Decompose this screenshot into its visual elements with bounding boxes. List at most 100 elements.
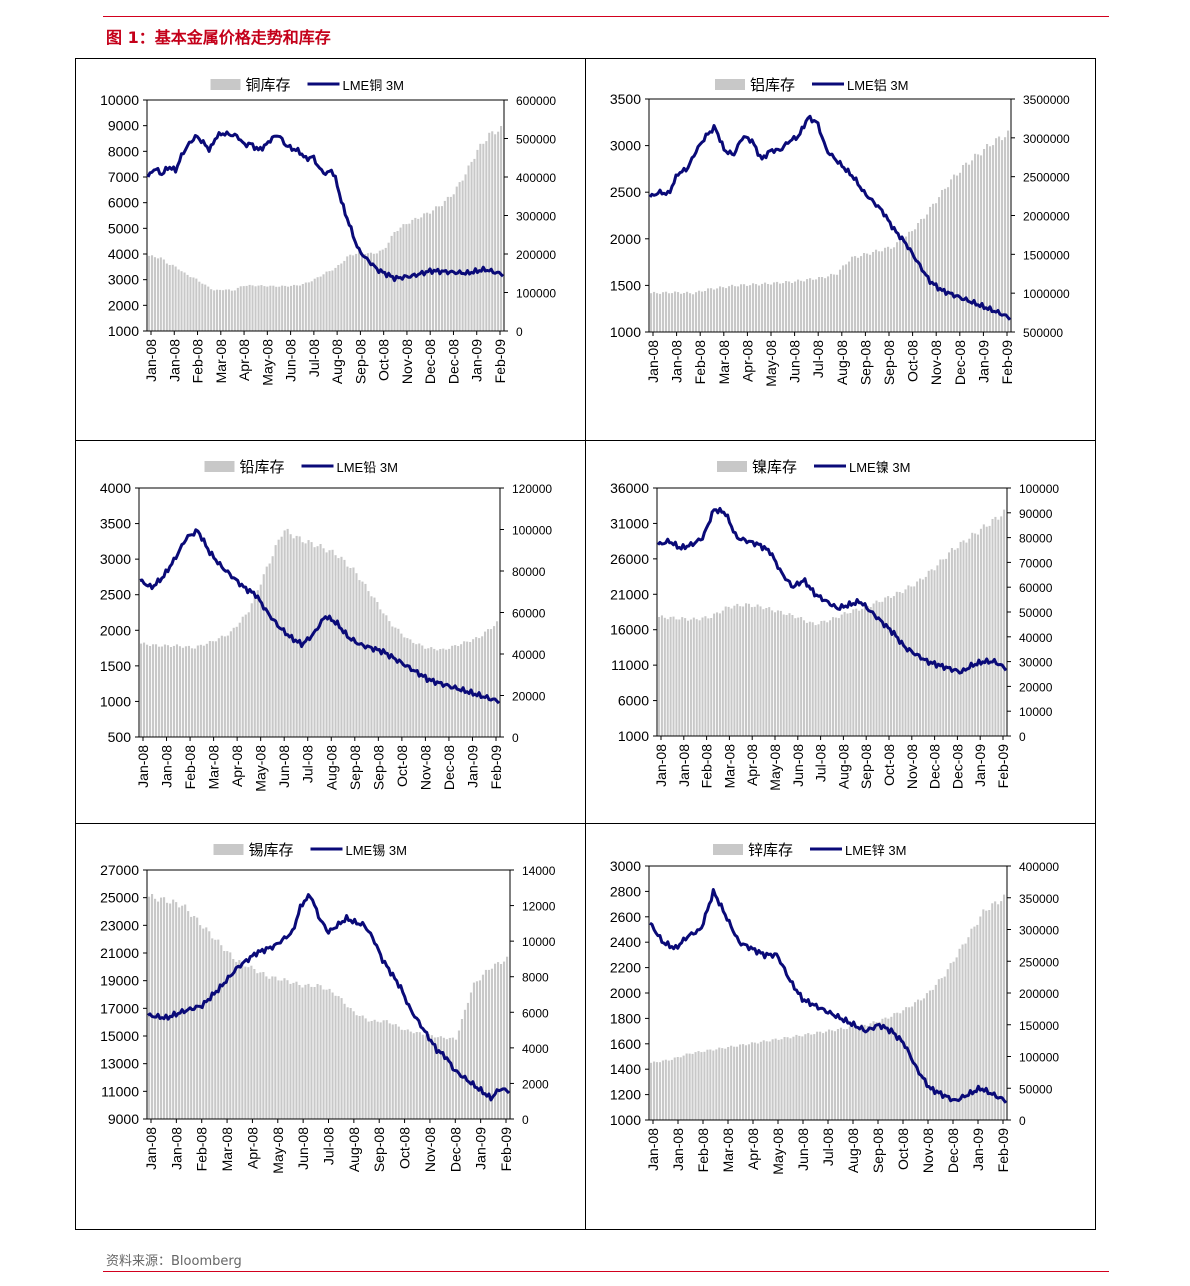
- stock-bar: [998, 136, 1001, 332]
- legend: 锌库存 LME锌 3M: [713, 842, 906, 859]
- stock-bar: [887, 596, 890, 736]
- x-tick-label: Apr-08: [739, 340, 755, 382]
- stock-bar: [262, 574, 265, 737]
- legend-stock-swatch: [717, 461, 747, 472]
- stock-bar: [266, 286, 269, 331]
- x-tick-label: Jan-08: [143, 1127, 159, 1170]
- stock-bar: [773, 282, 776, 332]
- stock-bar: [785, 281, 788, 332]
- stock-bar: [367, 1021, 370, 1119]
- stock-bar: [679, 1057, 682, 1120]
- x-tick-label: Feb-09: [498, 1127, 514, 1172]
- stock-bar: [316, 546, 319, 737]
- stock-bar: [869, 607, 872, 736]
- stock-bar: [795, 1034, 798, 1120]
- stock-bar: [241, 616, 244, 737]
- stock-bar: [860, 256, 863, 332]
- stock-bar: [956, 175, 959, 332]
- stock-bar: [193, 648, 196, 737]
- left-tick-label: 8000: [108, 143, 139, 159]
- x-tick-label: Jan-09: [465, 745, 481, 788]
- stock-bar: [776, 610, 779, 736]
- stock-bar: [435, 206, 438, 331]
- stock-bar: [809, 278, 812, 332]
- stock-bar: [836, 1029, 839, 1120]
- stock-bar: [349, 568, 352, 737]
- stock-bar: [691, 1053, 694, 1120]
- left-tick-label: 4000: [108, 246, 139, 262]
- x-tick-label: Jul-08: [820, 1128, 836, 1166]
- stock-bar: [307, 983, 310, 1119]
- stock-bar: [774, 612, 777, 736]
- stock-bar: [839, 1027, 842, 1120]
- stock-bar: [217, 939, 220, 1119]
- stock-bar: [756, 604, 759, 736]
- stock-bar: [765, 608, 768, 736]
- right-tick-label: 40000: [512, 648, 546, 662]
- stock-bar: [364, 583, 367, 737]
- stock-bar: [831, 1030, 834, 1120]
- chart-panel-nickel: 镍库存 LME镍 3M 36000 31000 26000 21000 16000 11000…: [586, 441, 1096, 824]
- stock-bar: [988, 910, 991, 1120]
- stock-bar: [926, 214, 929, 332]
- stock-bar: [277, 539, 280, 737]
- right-tick-label: 500000: [1023, 326, 1063, 340]
- x-tick-label: Jun-08: [295, 1127, 311, 1170]
- x-tick-label: Aug-08: [346, 1127, 362, 1172]
- stock-bar: [905, 1007, 908, 1120]
- stock-bar: [169, 903, 172, 1119]
- stock-bar: [160, 897, 163, 1119]
- stock-bar: [304, 282, 307, 331]
- price-line: [648, 114, 1012, 321]
- stock-bar: [855, 608, 858, 736]
- stock-bar: [364, 1018, 367, 1119]
- stock-bar: [728, 286, 731, 332]
- left-tick-label: 1000: [610, 1112, 641, 1128]
- stock-bar: [661, 1060, 664, 1120]
- stock-bar: [737, 286, 740, 332]
- stock-bar: [686, 291, 689, 332]
- stock-bar: [827, 276, 830, 332]
- left-tick-label: 1400: [610, 1061, 641, 1077]
- stock-bar: [746, 285, 749, 332]
- stock-bar: [650, 293, 653, 332]
- stock-bar: [195, 278, 198, 331]
- chart-nickel: 镍库存 LME镍 3M 36000 31000 26000 21000 16000 11000…: [610, 458, 1059, 791]
- stock-bar: [160, 646, 164, 737]
- stock-bar: [833, 274, 836, 332]
- x-tick-label: Jul-08: [300, 745, 316, 783]
- stock-bar: [361, 252, 364, 331]
- legend-stock-label: 镍库存: [752, 458, 797, 476]
- stock-bar: [745, 603, 748, 736]
- stock-bar: [962, 540, 965, 736]
- x-tick-label: Aug-08: [834, 340, 850, 385]
- left-tick-label: 26000: [610, 551, 649, 567]
- stock-bar: [971, 532, 974, 736]
- stock-bar: [409, 639, 412, 737]
- stock-bar: [202, 645, 205, 737]
- stock-bar: [352, 1011, 355, 1119]
- stock-bar: [1000, 901, 1003, 1120]
- stock-bar: [301, 542, 304, 737]
- stock-bar: [761, 283, 764, 332]
- stock-bar: [168, 265, 171, 331]
- stock-bar: [747, 603, 750, 736]
- stock-bar: [319, 544, 322, 737]
- stock-bar: [727, 1047, 730, 1120]
- stock-bar: [949, 963, 952, 1120]
- stock-bar: [846, 613, 849, 736]
- stock-bar: [860, 1024, 863, 1120]
- stock-bar: [922, 998, 925, 1120]
- stock-bar: [379, 609, 382, 737]
- right-tick-label: 30000: [1019, 656, 1053, 670]
- stock-bar: [789, 1038, 792, 1120]
- stock-bar: [753, 606, 756, 736]
- stock-bar: [198, 281, 201, 331]
- stock-bar: [801, 1036, 804, 1120]
- stock-bar: [205, 927, 208, 1119]
- stock-bar: [938, 197, 941, 332]
- stock-bar: [658, 617, 661, 736]
- stock-bar: [727, 606, 730, 736]
- stock-bar: [658, 1062, 661, 1120]
- x-tick-label: Apr-08: [745, 1128, 761, 1170]
